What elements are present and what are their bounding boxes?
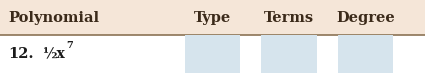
Text: 7: 7 [67,41,74,51]
Text: ½x: ½x [42,47,65,61]
Text: 12.: 12. [8,47,34,61]
FancyBboxPatch shape [185,35,240,73]
Text: Polynomial: Polynomial [8,11,99,25]
FancyBboxPatch shape [338,35,393,73]
Text: Type: Type [194,11,231,25]
Text: Degree: Degree [336,11,395,25]
Text: Terms: Terms [264,11,314,25]
FancyBboxPatch shape [261,35,317,73]
FancyBboxPatch shape [0,0,425,35]
